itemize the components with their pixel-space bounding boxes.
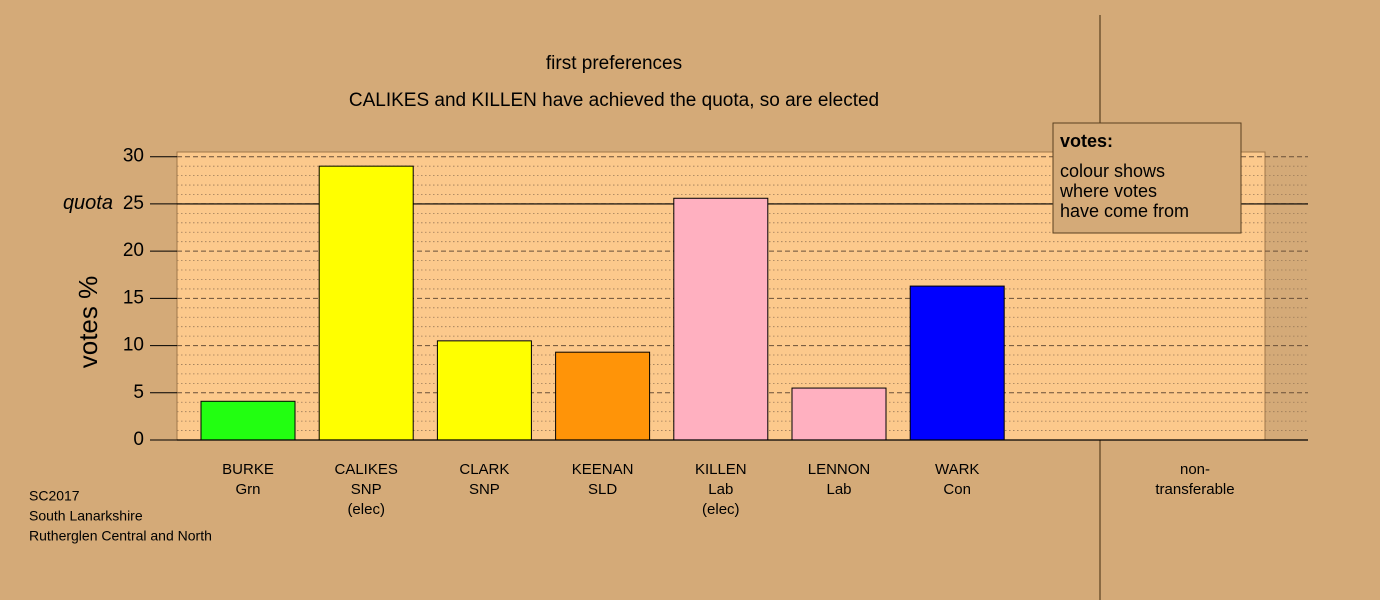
x-tick-label: WARK bbox=[935, 461, 979, 478]
x-tick-label: (elec) bbox=[347, 501, 385, 518]
y-tick-label: 30 bbox=[123, 146, 144, 167]
bar bbox=[436, 340, 532, 441]
x-tick-label: non- bbox=[1180, 461, 1210, 478]
legend-title: votes: bbox=[1060, 131, 1113, 151]
x-tick-label: Lab bbox=[826, 481, 851, 498]
x-tick-label: CALIKES bbox=[335, 461, 398, 478]
x-tick-label: SLD bbox=[588, 481, 617, 498]
footer-text: SC2017 bbox=[29, 488, 80, 504]
legend-box bbox=[1052, 122, 1242, 234]
y-axis-label: votes % bbox=[73, 276, 103, 369]
x-tick-label: Con bbox=[943, 481, 971, 498]
y-tick-label: 15 bbox=[123, 287, 144, 308]
x-tick-label: (elec) bbox=[702, 501, 740, 518]
x-tick-label: BURKE bbox=[222, 461, 274, 478]
chart-title: first preferences bbox=[546, 53, 682, 74]
legend-text: where votes bbox=[1059, 181, 1157, 201]
bar bbox=[673, 197, 769, 441]
x-tick-label: SNP bbox=[469, 481, 500, 498]
y-tick-label: 25 bbox=[123, 193, 144, 214]
x-tick-label: transferable bbox=[1155, 481, 1234, 498]
legend-text: colour shows bbox=[1060, 161, 1165, 181]
chart-subtitle: CALIKES and KILLEN have achieved the quo… bbox=[349, 90, 879, 111]
x-tick-label: KILLEN bbox=[695, 461, 747, 478]
quota-label: quota bbox=[63, 192, 113, 214]
y-tick-label: 10 bbox=[123, 335, 144, 356]
bar bbox=[555, 351, 651, 441]
footer-text: South Lanarkshire bbox=[29, 508, 143, 524]
y-tick-label: 20 bbox=[123, 240, 144, 261]
x-tick-label: KEENAN bbox=[572, 461, 634, 478]
y-tick-label: 5 bbox=[133, 382, 144, 403]
x-tick-label: Grn bbox=[235, 481, 260, 498]
x-tick-label: LENNON bbox=[808, 461, 871, 478]
y-tick-label: 0 bbox=[133, 429, 144, 450]
x-tick-label: SNP bbox=[351, 481, 382, 498]
bar bbox=[200, 400, 296, 441]
bar bbox=[909, 285, 1005, 441]
x-tick-label: Lab bbox=[708, 481, 733, 498]
legend-text: have come from bbox=[1060, 201, 1189, 221]
bar bbox=[791, 387, 887, 441]
footer-text: Rutherglen Central and North bbox=[29, 528, 212, 544]
x-tick-label: CLARK bbox=[459, 461, 509, 478]
bar bbox=[318, 165, 414, 441]
